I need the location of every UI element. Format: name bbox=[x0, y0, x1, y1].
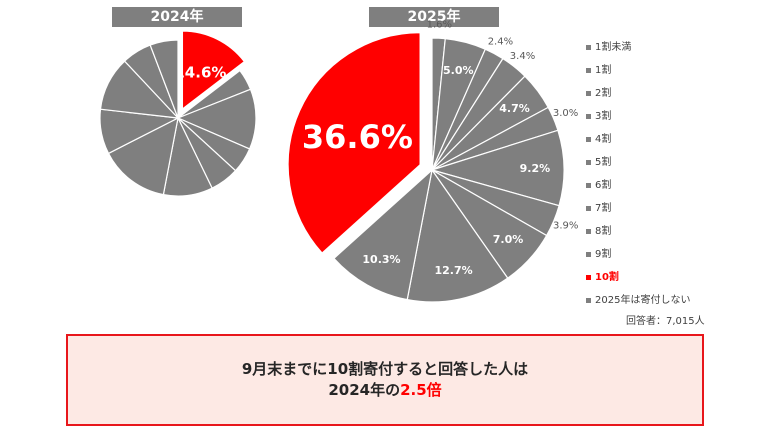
legend-label: 7割 bbox=[595, 203, 612, 214]
legend-item-6: 6割 bbox=[586, 174, 690, 197]
legend-item-11: 2025年は寄付しない bbox=[586, 289, 690, 312]
pie-2024-title: 2024年 bbox=[112, 7, 242, 27]
pie2025-slice-11 bbox=[287, 32, 421, 254]
pie2025-label-4: 4.7% bbox=[499, 102, 530, 115]
legend-swatch-icon bbox=[586, 275, 591, 280]
respondents-note: 回答者：7,015人 bbox=[626, 316, 705, 327]
legend-item-9: 9割 bbox=[586, 243, 690, 266]
legend-label: 2割 bbox=[595, 88, 612, 99]
legend-swatch-icon bbox=[586, 160, 591, 165]
legend-label: 5割 bbox=[595, 157, 612, 168]
pie2024-label-0: 14.6% bbox=[174, 64, 226, 82]
legend-label: 1割未満 bbox=[595, 42, 632, 53]
legend-swatch-icon bbox=[586, 137, 591, 142]
pie2025-label-3: 3.4% bbox=[510, 51, 535, 62]
pie2025-label-0: 1.6% bbox=[427, 20, 452, 31]
callout-line-2: 2024年の2.5倍 bbox=[328, 380, 441, 401]
pie2025-slice-9 bbox=[406, 168, 509, 303]
pie2025-label-1: 5.0% bbox=[443, 64, 474, 77]
pie2024-slice-10 bbox=[149, 39, 179, 119]
legend-swatch-icon bbox=[586, 206, 591, 211]
pie2024-slice-6 bbox=[107, 116, 179, 196]
legend-item-3: 3割 bbox=[586, 105, 690, 128]
legend-label: 9割 bbox=[595, 249, 612, 260]
pie-chart-2024: 14.6% bbox=[99, 30, 257, 197]
pie-chart-2025: 1.6% 5.0% 2.4% 3.4% 4.7% 3.0% 9.2% 3.9% 7.0% 12.7… bbox=[287, 20, 578, 303]
legend-label: 6割 bbox=[595, 180, 612, 191]
legend-swatch-icon bbox=[586, 91, 591, 96]
legend-swatch-icon bbox=[586, 183, 591, 188]
summary-callout: 9月末までに10割寄付すると回答した人は 2024年の2.5倍 bbox=[66, 334, 704, 426]
legend-item-8: 8割 bbox=[586, 220, 690, 243]
legend-item-5: 5割 bbox=[586, 151, 690, 174]
pie2025-label-8: 7.0% bbox=[493, 233, 524, 246]
legend-swatch-icon bbox=[586, 68, 591, 73]
pie2025-label-2: 2.4% bbox=[488, 37, 513, 48]
legend-swatch-icon bbox=[586, 45, 591, 50]
legend-label: 2025年は寄付しない bbox=[595, 295, 691, 306]
pie2025-label-7: 3.9% bbox=[553, 221, 578, 232]
pie2024-slice-0 bbox=[181, 30, 246, 111]
legend-label: 4割 bbox=[595, 134, 612, 145]
legend-item-4: 4割 bbox=[586, 128, 690, 151]
legend-label: 10割 bbox=[595, 272, 619, 283]
callout-line-2-prefix: 2024年の bbox=[328, 381, 401, 399]
legend-label: 8割 bbox=[595, 226, 612, 237]
pie2025-label-11: 36.6% bbox=[302, 118, 413, 156]
callout-line-1: 9月末までに10割寄付すると回答した人は bbox=[241, 360, 529, 378]
legend-item-2: 2割 bbox=[586, 82, 690, 105]
pie2025-label-9: 12.7% bbox=[435, 264, 473, 277]
legend-swatch-icon bbox=[586, 229, 591, 234]
legend-label: 1割 bbox=[595, 65, 612, 76]
legend: 1割未満 1割 2割 3割 4割 5割 6割 7割 8割 9割 10割 2025年は寄付しない bbox=[586, 36, 690, 312]
legend-swatch-icon bbox=[586, 298, 591, 303]
legend-label: 3割 bbox=[595, 111, 612, 122]
pie2024-slice-2 bbox=[176, 88, 257, 150]
pie2025-label-6: 9.2% bbox=[520, 162, 551, 175]
pie2025-label-10: 10.3% bbox=[362, 253, 400, 266]
legend-item-1: 1割 bbox=[586, 59, 690, 82]
callout-emphasis: 2.5倍 bbox=[400, 381, 442, 399]
pie2025-slice-10 bbox=[333, 168, 433, 301]
legend-swatch-icon bbox=[586, 114, 591, 119]
legend-item-10: 10割 bbox=[586, 266, 690, 289]
pie2025-label-5: 3.0% bbox=[553, 108, 578, 119]
legend-item-0: 1割未満 bbox=[586, 36, 690, 59]
legend-swatch-icon bbox=[586, 252, 591, 257]
legend-item-7: 7割 bbox=[586, 197, 690, 220]
pie-2025-title: 2025年 bbox=[369, 7, 499, 27]
